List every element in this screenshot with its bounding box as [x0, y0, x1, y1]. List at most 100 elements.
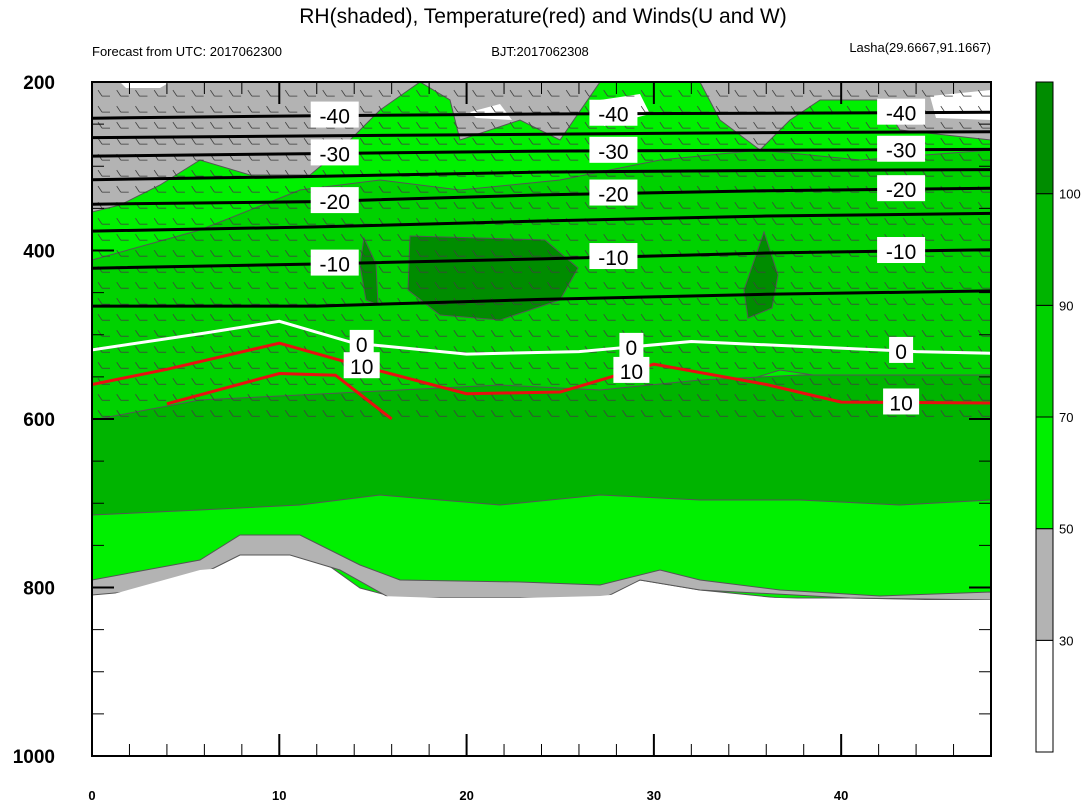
wind-barb [172, 281, 178, 289]
wind-barb [303, 89, 309, 97]
wind-barb [453, 137, 459, 145]
wind-barb [715, 281, 721, 289]
wind-barb [921, 313, 927, 321]
contour-label-box [589, 136, 638, 163]
wind-barb [753, 105, 758, 113]
wind-barb [940, 89, 946, 97]
wind-barb [284, 346, 290, 353]
wind-barb [490, 362, 496, 369]
wind-barb [228, 185, 234, 193]
wind-barb [322, 394, 328, 401]
wind-barb [790, 362, 796, 369]
wind-barb [640, 297, 646, 305]
wind-barb [341, 233, 346, 241]
contour-label: -30 [320, 143, 350, 166]
wind-barb [828, 362, 833, 369]
wind-barb [472, 378, 477, 385]
wind-barb [266, 362, 271, 369]
wind-barb [584, 153, 590, 161]
wind-barb [678, 313, 683, 321]
wind-barb [603, 394, 609, 401]
wind-barb [210, 217, 215, 225]
wind-barb [678, 378, 683, 385]
wind-barb [584, 249, 590, 257]
wind-barb [266, 121, 271, 129]
wind-barb [828, 297, 833, 305]
wind-barb [997, 186, 1001, 192]
wind-barb [790, 137, 796, 145]
wind-barb [678, 121, 683, 129]
wind-barb [790, 233, 796, 241]
wind-barb [453, 313, 459, 321]
wind-barb [771, 313, 777, 321]
wind-barb [547, 362, 552, 369]
wind-barb [284, 394, 290, 401]
wind-barb [509, 265, 515, 273]
wind-barb [828, 217, 833, 225]
wind-barb [303, 330, 309, 337]
wind-barb [434, 233, 440, 241]
wind-barb [828, 137, 833, 145]
wind-barb [715, 233, 721, 241]
wind-barb [135, 346, 140, 353]
wind-barb [416, 185, 421, 193]
wind-barb [565, 394, 571, 401]
wind-barb [997, 106, 1001, 112]
wind-barb [453, 394, 459, 401]
contour-labels: -40 -40 -40-30 -30 -30-20 -20 -20-10 -10 -100 0 01… [310, 98, 926, 415]
wind-barb [153, 394, 159, 401]
wind-barb [303, 265, 309, 273]
wind-barb [959, 378, 964, 385]
wind-barb [97, 313, 103, 321]
wind-barb [622, 313, 627, 321]
wind-barb [547, 185, 552, 193]
wind-barb [228, 233, 234, 241]
wind-barb [715, 137, 721, 145]
wind-barb [247, 105, 253, 113]
temperature-contour-line [92, 168, 991, 182]
wind-barb [359, 89, 365, 97]
wind-barb [490, 89, 496, 97]
y-tick-label: 200 [23, 73, 55, 94]
wind-barb [528, 249, 534, 257]
wind-barb [771, 362, 777, 369]
wind-barb [228, 217, 234, 225]
wind-barb [846, 362, 852, 369]
wind-barb [846, 265, 852, 273]
wind-barb [191, 297, 196, 305]
wind-barb [828, 265, 833, 273]
wind-barb [865, 217, 871, 225]
wind-barb [153, 137, 159, 145]
wind-barb [565, 137, 571, 145]
wind-barb [210, 89, 215, 97]
wind-barb [547, 330, 552, 337]
wind-barb [846, 89, 852, 97]
wind-barb [790, 394, 796, 401]
wind-barb [809, 105, 815, 113]
wind-barb [565, 89, 571, 97]
wind-barb [397, 410, 402, 417]
wind-barb [453, 378, 459, 385]
wind-barb [940, 201, 946, 209]
contour-label: 0 [895, 341, 907, 364]
wind-barb [903, 201, 908, 209]
wind-barb [828, 281, 833, 289]
wind-barb [322, 233, 328, 241]
wind-barb [528, 410, 534, 417]
wind-barb [153, 281, 159, 289]
wind-barb [846, 394, 852, 401]
wind-barb [715, 265, 721, 273]
contour-label-box [883, 388, 920, 415]
wind-barb [753, 297, 758, 305]
wind-barb [959, 201, 964, 209]
contour-label: -10 [598, 247, 628, 270]
wind-barb [903, 217, 908, 225]
wind-barb [734, 121, 740, 129]
wind-barb [940, 265, 946, 273]
wind-barb [284, 378, 290, 385]
wind-barb [809, 362, 815, 369]
wind-barb [603, 313, 609, 321]
wind-barb [828, 153, 833, 161]
wind-barb [97, 217, 103, 225]
wind-barb [940, 394, 946, 401]
